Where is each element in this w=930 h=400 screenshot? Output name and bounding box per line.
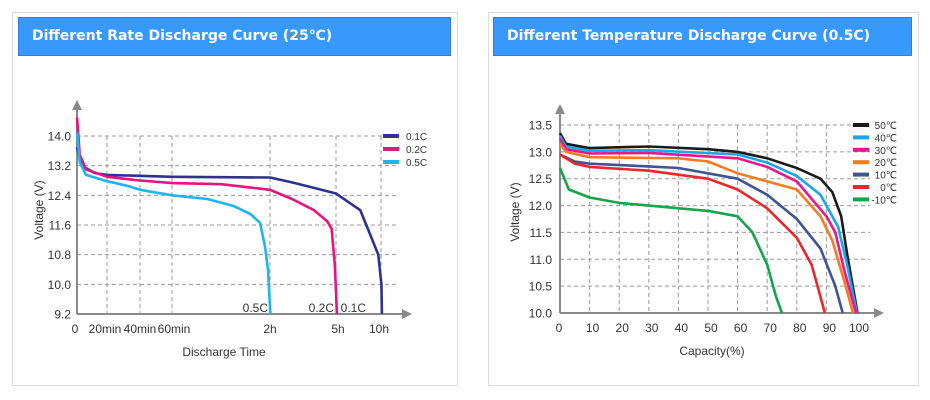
y-tick-label: 14.0 bbox=[48, 130, 72, 144]
x-tick-label: 60min bbox=[158, 322, 191, 336]
x-tick-label: 2h bbox=[263, 322, 276, 336]
y-axis-arrow-icon bbox=[555, 104, 565, 114]
legend-label: -10℃ bbox=[871, 195, 897, 206]
x-tick-label: 10 bbox=[586, 321, 600, 335]
legend-label: 0.2C bbox=[406, 145, 427, 156]
x-tick-label: 90 bbox=[823, 321, 837, 335]
y-tick-label: 13.2 bbox=[48, 159, 72, 173]
series-line-30℃ bbox=[558, 137, 858, 314]
temperature-discharge-title: Different Temperature Discharge Curve (0… bbox=[493, 17, 912, 56]
x-tick-label: 40min bbox=[124, 322, 157, 336]
y-tick-label: 13.5 bbox=[529, 119, 553, 133]
x-tick-label: 0 bbox=[556, 321, 563, 335]
x-tick-label: 80 bbox=[793, 321, 807, 335]
series-line--10℃ bbox=[558, 167, 784, 314]
rate-discharge-panel bbox=[12, 12, 458, 386]
x-axis-label: Capacity(%) bbox=[679, 344, 744, 358]
x-tick-label: 50 bbox=[704, 321, 718, 335]
y-tick-label: 11.5 bbox=[530, 226, 553, 240]
y-tick-label: 10.5 bbox=[529, 280, 553, 294]
y-axis-label: Voltage (V) bbox=[508, 182, 522, 241]
y-tick-label: 12.4 bbox=[48, 189, 72, 203]
rate-discharge-title: Different Rate Discharge Curve (25℃) bbox=[18, 17, 451, 56]
y-tick-label: 12.0 bbox=[529, 199, 553, 213]
legend-label: 10℃ bbox=[875, 171, 897, 182]
y-tick-label: 11.0 bbox=[530, 253, 553, 267]
series-line-0.2C bbox=[75, 117, 339, 315]
series-line-0.5C bbox=[75, 132, 272, 315]
y-tick-label: 11.6 bbox=[49, 219, 72, 233]
y-tick-label: 12.5 bbox=[529, 172, 553, 186]
series-line-40℃ bbox=[558, 135, 859, 314]
series-end-label: 0.5C bbox=[243, 301, 269, 315]
x-axis-arrow-icon bbox=[402, 309, 412, 319]
y-axis-arrow-icon bbox=[72, 100, 82, 110]
x-tick-label: 70 bbox=[764, 321, 778, 335]
x-tick-label: 20min bbox=[89, 322, 122, 336]
legend-label: 0℃ bbox=[880, 183, 897, 194]
x-tick-label: 10h bbox=[369, 322, 389, 336]
series-end-label: 0.2C bbox=[309, 301, 335, 315]
y-axis-label: Voltage (V) bbox=[32, 180, 46, 239]
x-tick-label: 40 bbox=[675, 321, 689, 335]
series-line-0℃ bbox=[559, 153, 827, 314]
legend-label: 40℃ bbox=[875, 133, 897, 144]
y-tick-label: 13.0 bbox=[529, 145, 553, 159]
y-tick-label: 10.0 bbox=[48, 278, 72, 292]
series-line-50℃ bbox=[558, 132, 859, 314]
x-tick-label: 30 bbox=[645, 321, 659, 335]
y-tick-label: 10.8 bbox=[48, 248, 72, 262]
x-tick-label: 100 bbox=[849, 321, 869, 335]
series-line-10℃ bbox=[559, 153, 844, 314]
x-tick-label: 5h bbox=[331, 322, 344, 336]
x-tick-label: 60 bbox=[734, 321, 748, 335]
legend-label: 30℃ bbox=[875, 146, 897, 157]
x-tick-label: 20 bbox=[616, 321, 630, 335]
x-axis-arrow-icon bbox=[874, 308, 884, 318]
legend-label: 0.5C bbox=[406, 158, 427, 169]
series-end-label: 0.1C bbox=[341, 301, 367, 315]
x-axis-label: Discharge Time bbox=[182, 345, 266, 359]
x-tick-label: 0 bbox=[72, 322, 79, 336]
legend-label: 50℃ bbox=[875, 121, 897, 132]
legend-label: 20℃ bbox=[875, 158, 897, 169]
legend-label: 0.1C bbox=[406, 132, 427, 143]
series-line-20℃ bbox=[558, 143, 855, 314]
y-tick-label: 10.0 bbox=[529, 307, 553, 321]
y-tick-label: 9.2 bbox=[54, 308, 71, 322]
